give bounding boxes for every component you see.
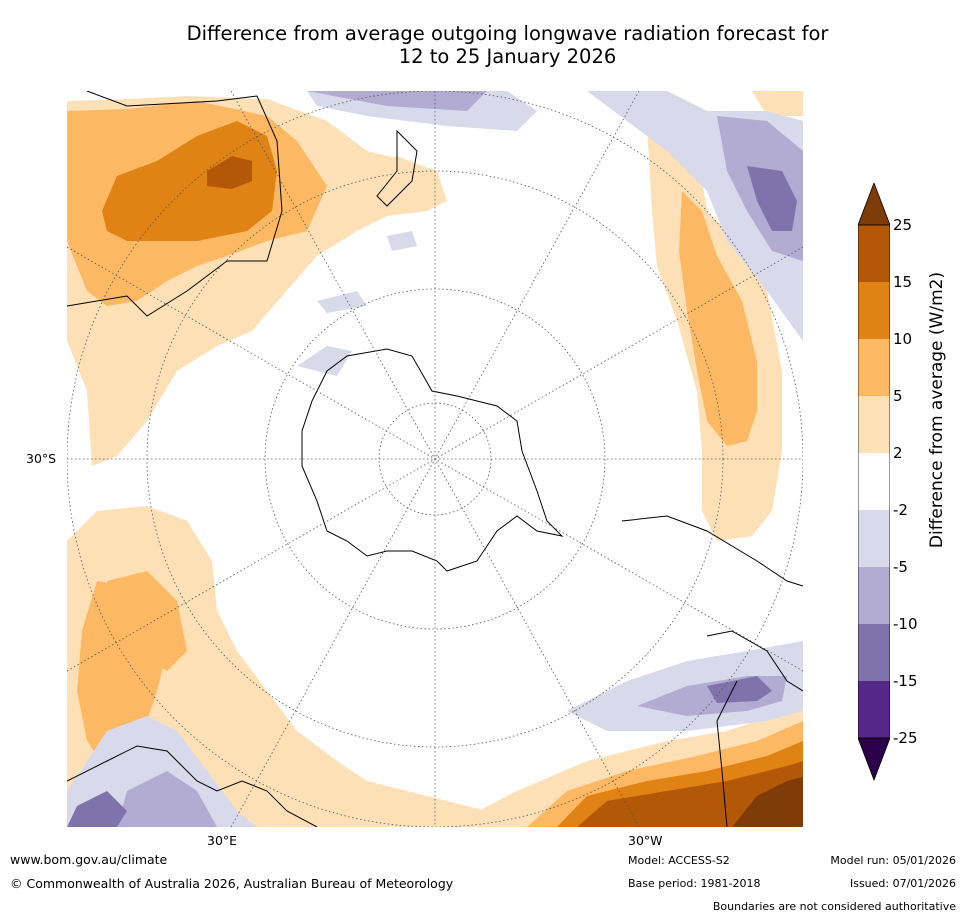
colorbar-over-triangle: [858, 183, 890, 226]
footer-model-run: Model run: 05/01/2026: [830, 854, 956, 867]
lat-circle-70s: [264, 288, 606, 630]
anomaly-region-southern-ocean-3: [297, 346, 352, 376]
colorbar: [858, 183, 890, 781]
title-line-1: Difference from average outgoing longwav…: [186, 22, 829, 45]
anomaly-region-australia-peak: [207, 156, 252, 189]
anomaly-region-south-america-core: [707, 676, 772, 703]
colorbar-under-triangle: [858, 737, 890, 781]
colorbar-tick-15: 15: [893, 273, 913, 291]
australia-coastline: [67, 91, 283, 317]
footer-website-link[interactable]: www.bom.gov.au/climate: [10, 852, 168, 867]
africa-coastline: [67, 745, 318, 827]
colorbar-band-15-25: [858, 225, 890, 282]
colorbar-tick-m10: -10: [893, 615, 918, 633]
footer-base-period: Base period: 1981-2018: [628, 877, 761, 890]
map-title: Difference from average outgoing longwav…: [80, 22, 935, 68]
footer-issued: Issued: 07/01/2026: [849, 877, 956, 890]
colorbar-band-m10-m15: [858, 624, 890, 681]
antarctica-coastline: [301, 348, 564, 572]
anomaly-region-pacific-inner: [679, 191, 757, 446]
colorbar-title-text: Difference from average (W/m2): [927, 271, 947, 549]
coastlines: [67, 91, 803, 827]
colorbar-band-neutral: [858, 453, 890, 510]
lon-label-30w: 30°W: [628, 833, 663, 848]
footer-model: Model: ACCESS-S2: [628, 854, 730, 867]
anomaly-region-africa-south-core: [67, 791, 127, 827]
colorbar-tick-m5: -5: [893, 558, 908, 576]
footer-disclaimer: Boundaries are not considered authoritat…: [712, 900, 956, 913]
anomaly-region-pacific-ne-core: [747, 166, 797, 231]
map-panel[interactable]: [67, 91, 803, 827]
anomaly-region-tasman: [367, 156, 422, 201]
anomaly-region-ne-corner: [752, 91, 803, 116]
anomaly-region-indian-inner-2: [107, 571, 187, 671]
positive-anomaly-layer: [67, 91, 803, 827]
anomaly-region-north-pacific-2: [307, 91, 487, 111]
colorbar-tick-m15: -15: [893, 672, 918, 690]
anomaly-region-atlantic-max: [732, 777, 803, 827]
colorbar-tick-m2: -2: [893, 501, 908, 519]
colorbar-band-10-15: [858, 282, 890, 339]
anomaly-region-southern-ocean-1: [387, 231, 417, 251]
anomaly-region-indian-ocean: [67, 506, 587, 827]
anomaly-region-southern-ocean-2: [317, 291, 367, 313]
lat-label-30s: 30°S: [26, 451, 57, 466]
colorbar-tick-5: 5: [893, 387, 903, 405]
new-zealand-coastline: [376, 129, 418, 207]
colorbar-tick-10: 10: [893, 330, 913, 348]
colorbar-tick-25: 25: [893, 216, 913, 234]
south-america-coastline: [621, 515, 803, 827]
footer-copyright: © Commonwealth of Australia 2026, Austra…: [10, 876, 454, 891]
colorbar-tick-m25: -25: [893, 729, 918, 747]
colorbar-band-m15-m25: [858, 681, 890, 738]
negative-anomaly-layer: [67, 91, 803, 827]
colorbar-band-m5-m10: [858, 567, 890, 624]
colorbar-band-m2-m5: [858, 510, 890, 567]
lon-label-30e: 30°E: [207, 833, 238, 848]
colorbar-frame: [858, 224, 890, 739]
title-line-2: 12 to 25 January 2026: [398, 45, 617, 68]
anomaly-region-africa-south-inner: [117, 771, 217, 827]
colorbar-band-2-5: [858, 396, 890, 453]
colorbar-tick-2: 2: [893, 444, 903, 462]
colorbar-band-5-10: [858, 339, 890, 396]
graticule: [67, 91, 803, 827]
meridian-150: [230, 91, 640, 827]
map-svg: [67, 91, 803, 827]
